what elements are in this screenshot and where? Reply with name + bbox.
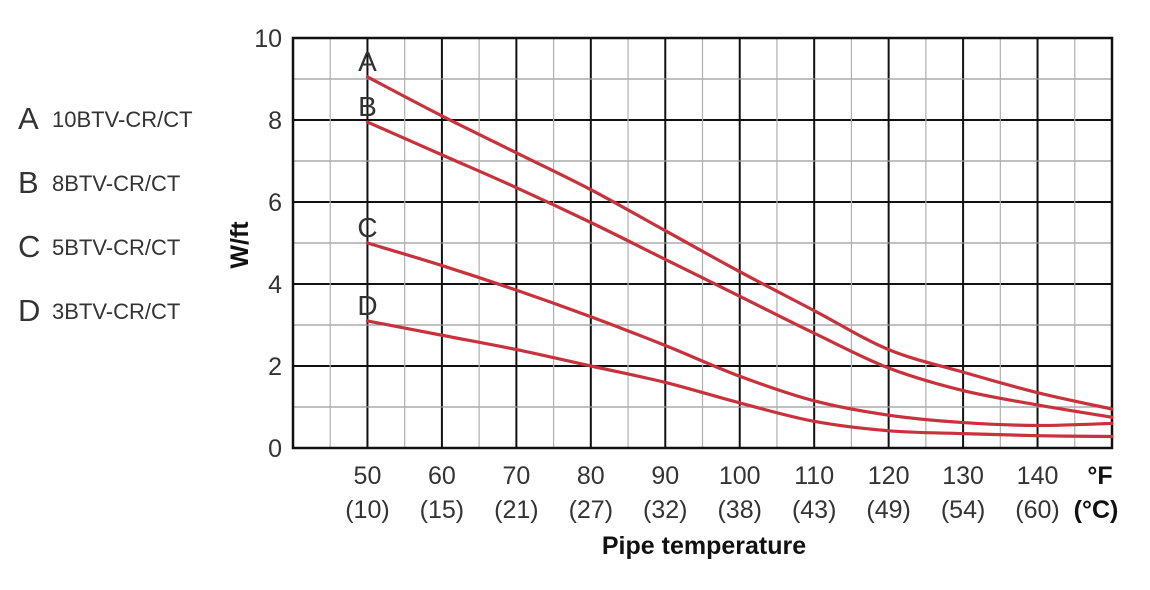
y-tick-label: 2 <box>268 353 282 381</box>
series-line-d <box>365 319 1114 439</box>
series-line-c <box>365 241 1114 428</box>
plot-frame <box>291 36 1114 450</box>
x-tick-label-f: 90 <box>651 462 679 490</box>
legend-item-b: B 8BTV-CR/CT <box>18 164 193 228</box>
x-axis-title: Pipe temperature <box>602 532 806 560</box>
x-unit-secondary-label: (°C) <box>1074 496 1119 524</box>
legend: A 10BTV-CR/CT B 8BTV-CR/CT C 5BTV-CR/CT D 3BTV-… <box>18 100 193 356</box>
curve-label-a: A <box>358 46 377 77</box>
x-tick-label-c: (15) <box>420 496 464 524</box>
x-tick-label-c: (49) <box>866 496 910 524</box>
legend-letter: A <box>18 101 39 136</box>
curve-labels: AB C D <box>357 46 377 321</box>
legend-item-a: A 10BTV-CR/CT <box>18 100 193 164</box>
x-tick-label-c: (27) <box>569 496 613 524</box>
legend-series-name: 10BTV-CR/CT <box>52 107 193 132</box>
series-line-b <box>365 120 1114 419</box>
x-tick-label-f: 130 <box>942 462 984 490</box>
x-tick-label-f: 80 <box>577 462 605 490</box>
x-tick-label-f: 100 <box>719 462 761 490</box>
legend-series-name: 3BTV-CR/CT <box>52 299 181 324</box>
x-tick-label-c: (21) <box>494 496 538 524</box>
x-tick-label-f: 120 <box>868 462 910 490</box>
x-tick-label-f: 50 <box>354 462 382 490</box>
y-tick-label: 0 <box>268 435 282 463</box>
y-tick-label: 4 <box>268 271 282 299</box>
curve-label-b: B <box>358 91 377 122</box>
x-tick-label-f: 140 <box>1017 462 1059 490</box>
series-lines <box>365 75 1114 439</box>
x-tick-label-c: (43) <box>792 496 836 524</box>
curve-label-c: C <box>357 212 377 243</box>
x-tick-label-f: 110 <box>794 462 834 490</box>
x-tick-label-c: (32) <box>643 496 687 524</box>
y-tick-label: 8 <box>268 107 282 135</box>
grid <box>291 36 1114 450</box>
legend-item-d: D 3BTV-CR/CT <box>18 292 193 356</box>
x-tick-label-c: (60) <box>1015 496 1059 524</box>
x-tick-label-f: 60 <box>428 462 456 490</box>
y-axis-ticks: 0 2 4 6 8 10 <box>254 25 282 463</box>
legend-series-name: 8BTV-CR/CT <box>52 171 181 196</box>
x-tick-label-c: (38) <box>717 496 761 524</box>
legend-item-c: C 5BTV-CR/CT <box>18 228 193 292</box>
y-tick-label: 10 <box>254 25 282 53</box>
y-axis-title: W/ft <box>226 221 254 269</box>
legend-letter: C <box>18 229 41 264</box>
curve-label-d: D <box>357 290 377 321</box>
x-tick-label-f: 70 <box>502 462 530 490</box>
series-line-a <box>365 75 1114 411</box>
legend-letter: B <box>18 165 39 200</box>
y-tick-label: 6 <box>268 189 282 217</box>
legend-series-name: 5BTV-CR/CT <box>52 235 181 260</box>
legend-letter: D <box>18 293 41 328</box>
x-tick-label-c: (10) <box>345 496 389 524</box>
x-axis-ticks: 50 (10) 60 (15) 70 (21) 80 (27) 90 (32) 100 (38) 110… <box>345 462 1060 524</box>
x-tick-label-c: (54) <box>941 496 985 524</box>
x-unit-label: °F <box>1087 462 1112 490</box>
